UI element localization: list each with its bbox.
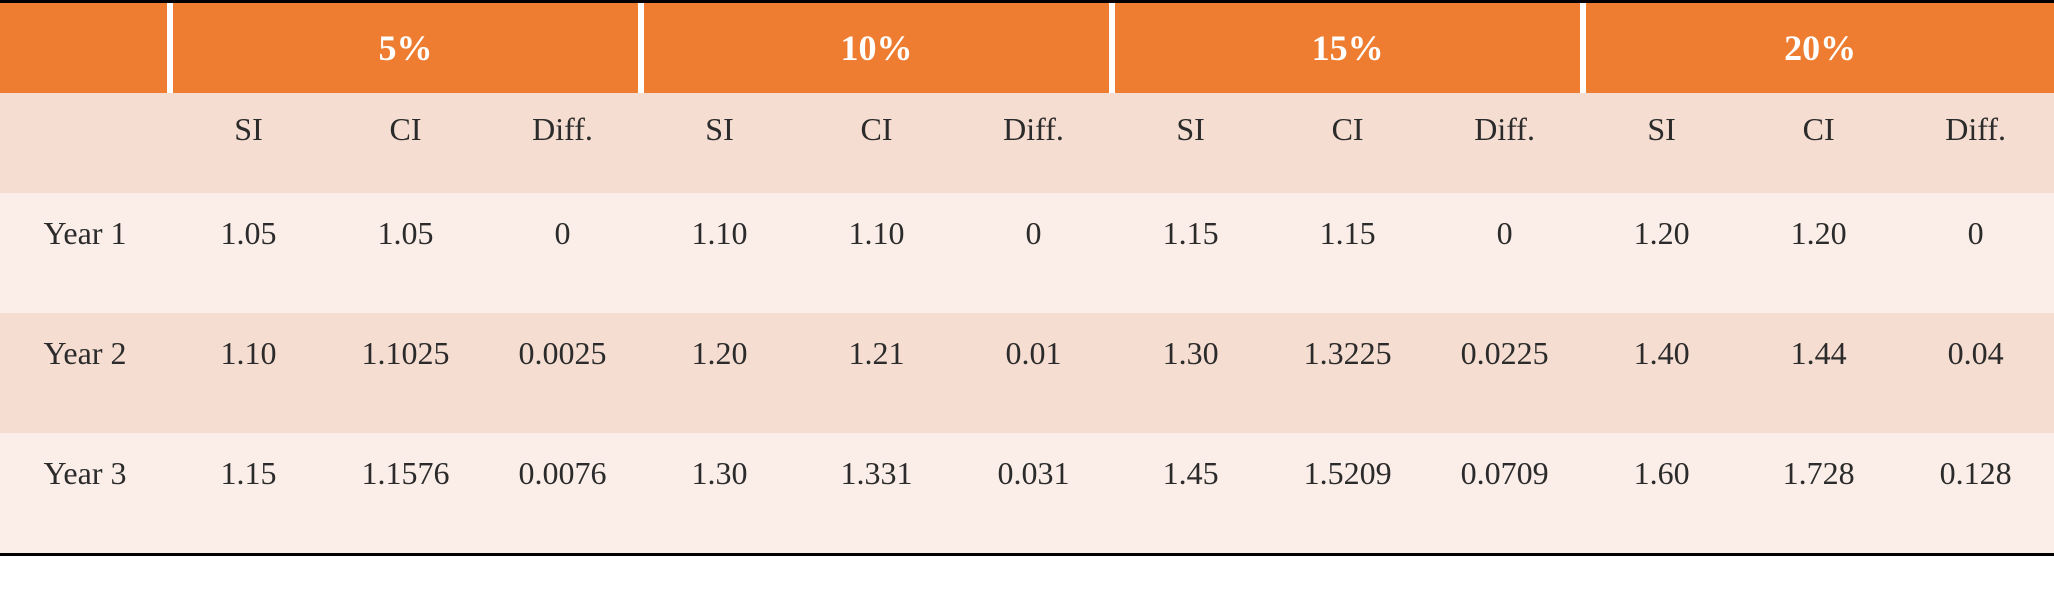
cell: 0.128 (1897, 433, 2054, 553)
cell: 0.0225 (1426, 313, 1583, 433)
subheader-ci: CI (327, 93, 484, 193)
table-row: Year 2 1.10 1.1025 0.0025 1.20 1.21 0.01… (0, 313, 2054, 433)
cell: 1.15 (1269, 193, 1426, 313)
header-blank (0, 3, 170, 93)
cell: 1.21 (798, 313, 955, 433)
subheader-ci: CI (1740, 93, 1897, 193)
cell: 1.10 (641, 193, 798, 313)
cell: 0.01 (955, 313, 1112, 433)
row-label: Year 2 (0, 313, 170, 433)
data-table: 5% 10% 15% 20% SI CI Diff. SI CI Diff. S… (0, 3, 2054, 553)
cell: 1.44 (1740, 313, 1897, 433)
cell: 0 (1897, 193, 2054, 313)
cell: 0.0709 (1426, 433, 1583, 553)
cell: 1.15 (1112, 193, 1269, 313)
cell: 0.031 (955, 433, 1112, 553)
header-10pct: 10% (641, 3, 1112, 93)
cell: 0 (955, 193, 1112, 313)
cell: 0.04 (1897, 313, 2054, 433)
cell: 1.45 (1112, 433, 1269, 553)
cell: 1.05 (327, 193, 484, 313)
cell: 0.0076 (484, 433, 641, 553)
cell: 1.30 (641, 433, 798, 553)
row-label: Year 1 (0, 193, 170, 313)
subheader-ci: CI (798, 93, 955, 193)
subheader-diff: Diff. (955, 93, 1112, 193)
cell: 0 (1426, 193, 1583, 313)
table-row: Year 1 1.05 1.05 0 1.10 1.10 0 1.15 1.15… (0, 193, 2054, 313)
cell: 1.20 (641, 313, 798, 433)
cell: 1.15 (170, 433, 327, 553)
subheader-diff: Diff. (1426, 93, 1583, 193)
cell: 1.1576 (327, 433, 484, 553)
cell: 0.0025 (484, 313, 641, 433)
cell: 0 (484, 193, 641, 313)
cell: 1.331 (798, 433, 955, 553)
cell: 1.10 (798, 193, 955, 313)
cell: 1.3225 (1269, 313, 1426, 433)
cell: 1.20 (1583, 193, 1740, 313)
cell: 1.728 (1740, 433, 1897, 553)
header-5pct: 5% (170, 3, 641, 93)
subheader-ci: CI (1269, 93, 1426, 193)
subheader-si: SI (641, 93, 798, 193)
interest-comparison-table: 5% 10% 15% 20% SI CI Diff. SI CI Diff. S… (0, 0, 2054, 556)
subheader-blank (0, 93, 170, 193)
cell: 1.1025 (327, 313, 484, 433)
subheader-diff: Diff. (1897, 93, 2054, 193)
cell: 1.05 (170, 193, 327, 313)
cell: 1.20 (1740, 193, 1897, 313)
cell: 1.40 (1583, 313, 1740, 433)
table-row: Year 3 1.15 1.1576 0.0076 1.30 1.331 0.0… (0, 433, 2054, 553)
header-20pct: 20% (1583, 3, 2054, 93)
header-15pct: 15% (1112, 3, 1583, 93)
cell: 1.5209 (1269, 433, 1426, 553)
subheader-diff: Diff. (484, 93, 641, 193)
subheader-si: SI (1583, 93, 1740, 193)
header-row-sub: SI CI Diff. SI CI Diff. SI CI Diff. SI C… (0, 93, 2054, 193)
header-row-percent: 5% 10% 15% 20% (0, 3, 2054, 93)
subheader-si: SI (1112, 93, 1269, 193)
row-label: Year 3 (0, 433, 170, 553)
cell: 1.30 (1112, 313, 1269, 433)
cell: 1.10 (170, 313, 327, 433)
cell: 1.60 (1583, 433, 1740, 553)
subheader-si: SI (170, 93, 327, 193)
